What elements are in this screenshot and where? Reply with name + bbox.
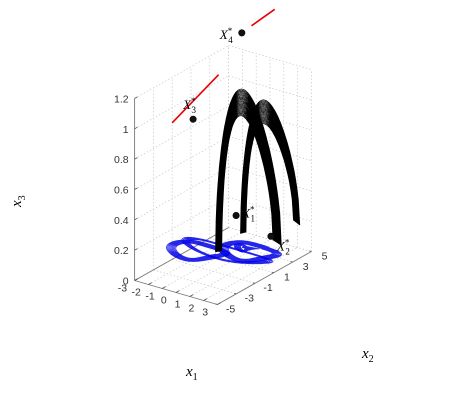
z-tick-mark (134, 157, 138, 160)
y-tick-label: -1 (263, 282, 272, 294)
x-tick-mark (175, 290, 180, 293)
equilibrium-points: X* 1 X* 2 X* 3 X* 4 (182, 26, 290, 256)
y-tick-label: 3 (303, 261, 309, 273)
black-trajectory-lobe-1 (215, 88, 282, 253)
z-tick-mark (134, 126, 138, 130)
point-marker-1 (232, 212, 240, 220)
z-tick-mark (134, 217, 138, 221)
x-tick-label: 2 (188, 302, 194, 314)
x-tick-mark (148, 282, 152, 285)
red-segment-2 (251, 8, 276, 27)
z-tick-label: 0.4 (114, 215, 129, 227)
z-tick-label: 1.2 (114, 94, 129, 106)
grid-line (228, 45, 312, 70)
y-tick-mark (271, 271, 274, 274)
grid-line (203, 247, 298, 301)
z-tick-mark (134, 187, 138, 190)
x-tick-label: 3 (202, 306, 208, 318)
point-marker-2 (267, 232, 275, 240)
z-tick-label: 0.2 (114, 245, 129, 257)
z-tick-label: 0.6 (114, 185, 129, 197)
black-trajectory-series (215, 88, 301, 253)
x-tick-mark (162, 286, 166, 289)
x-tick-mark (203, 298, 208, 301)
point-label-2: X* 2 (276, 237, 290, 256)
x-tick-mark (189, 294, 194, 297)
blue-trajectory-series (166, 236, 283, 265)
y-tick-label: 1 (284, 272, 290, 284)
blue-trajectory-right-lobe (218, 240, 283, 263)
point-label-4: X* 4 (219, 26, 233, 45)
z-tick-label: 0 (123, 276, 129, 288)
y-tick-mark (215, 303, 218, 305)
red-segment-1 (171, 74, 220, 124)
axis-labels: x1 x2 x3 (9, 195, 374, 383)
grid-line (134, 75, 229, 130)
red-segments (171, 8, 276, 124)
black-trajectory-lobe-2 (240, 99, 301, 234)
z-tick-label: 1 (123, 124, 129, 136)
z-tick-mark (134, 96, 138, 99)
y-tick-mark (233, 292, 237, 295)
x-axis-title: x1 (185, 364, 198, 383)
blue-trajectory-band (181, 236, 274, 265)
x-tick-label: -2 (132, 286, 141, 298)
point-marker-4 (238, 29, 246, 37)
y-tick-label: -5 (226, 303, 235, 315)
y-tick-label: 5 (322, 250, 328, 262)
x-tick-label: 1 (175, 298, 181, 310)
y-tick-mark (252, 282, 256, 284)
grid-line (134, 105, 229, 160)
x-tick-label: 0 (161, 294, 167, 306)
z-tick-label: 0.8 (114, 154, 129, 166)
x-tick-label: -1 (145, 290, 154, 302)
grid-line (189, 243, 284, 297)
y-tick-label: -3 (245, 293, 254, 305)
grid-line (172, 258, 256, 284)
blue-trajectory-left-lobe (166, 239, 231, 262)
y-axis-title: x2 (361, 346, 374, 365)
point-label-1: X* 1 (241, 205, 255, 224)
grid-line (175, 239, 271, 293)
point-label-3: X* 3 (182, 96, 196, 115)
grid-line (162, 235, 257, 289)
grid-line (134, 166, 229, 221)
x-tick-label: -3 (118, 282, 127, 294)
grid-line (209, 237, 293, 263)
grid-line (153, 269, 237, 295)
grid-line (134, 45, 229, 99)
grid-line (134, 196, 229, 251)
x-tick-mark (217, 302, 221, 305)
grid-line (228, 75, 312, 101)
blue-trajectory-core (233, 243, 260, 253)
grid-line (228, 136, 312, 161)
y-tick-mark (290, 261, 293, 263)
floor-edge-left (134, 227, 229, 281)
grid-line (134, 136, 229, 190)
y-axis-line (217, 251, 312, 305)
z-axis-title: x3 (9, 195, 28, 208)
z-tick-mark (134, 278, 138, 281)
z-tick-mark (134, 248, 138, 251)
point-marker-3 (189, 115, 197, 123)
y-tick-mark (309, 250, 312, 252)
